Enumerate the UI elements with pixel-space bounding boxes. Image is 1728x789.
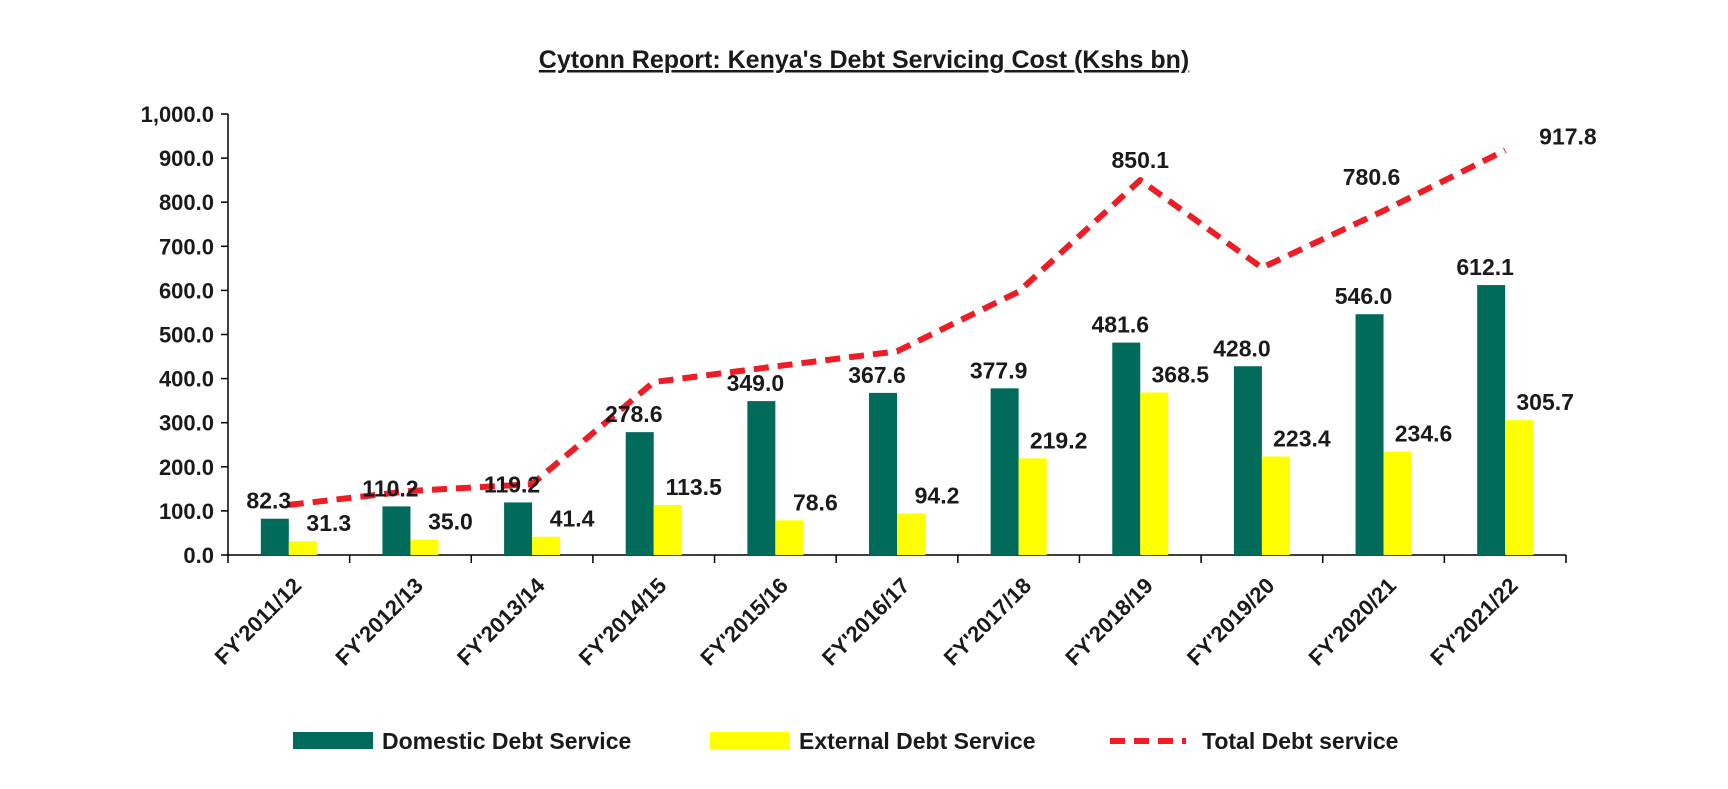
external-bar [410, 539, 439, 555]
external-value-label: 78.6 [793, 489, 838, 515]
legend-label-domestic: Domestic Debt Service [382, 728, 631, 754]
external-value-label: 305.7 [1516, 389, 1574, 415]
chart-title: Cytonn Report: Kenya's Debt Servicing Co… [539, 46, 1189, 74]
domestic-bar [504, 502, 533, 555]
external-value-label: 94.2 [915, 482, 960, 508]
data-labels: 82.3 31.3 110.2 35.0 119.2 41.4 278.6 113.5 349.… [246, 123, 1597, 536]
domestic-value-label: 367.6 [848, 362, 906, 388]
domestic-value-label: 349.0 [727, 370, 785, 396]
domestic-bar [382, 506, 411, 555]
total-debt-line [288, 147, 1507, 508]
bars [260, 285, 1534, 555]
total-value-label: 850.1 [1111, 147, 1169, 173]
external-bar [532, 536, 561, 555]
total-line [288, 147, 1507, 508]
external-value-label: 219.2 [1030, 427, 1088, 453]
legend: Domestic Debt Service External Debt Servi… [293, 728, 1398, 754]
x-tick-label: FY'2014/15 [574, 573, 671, 670]
external-value-label: 31.3 [306, 510, 351, 536]
domestic-bar [1233, 366, 1262, 555]
domestic-value-label: 82.3 [246, 488, 291, 514]
external-bar [1140, 392, 1169, 555]
external-value-label: 35.0 [428, 509, 473, 535]
legend-swatch-external [710, 732, 790, 749]
x-tick-label: FY'2012/13 [330, 573, 427, 670]
total-value-label: 917.8 [1539, 123, 1597, 149]
domestic-bar [1477, 285, 1506, 555]
external-bar [1261, 456, 1290, 555]
y-tick-label: 900.0 [159, 146, 214, 171]
x-tick-label: FY'2018/19 [1060, 573, 1157, 670]
x-tick-label: FY'2011/12 [210, 573, 307, 670]
y-tick-label: 100.0 [159, 499, 214, 524]
domestic-bar [260, 518, 289, 555]
domestic-value-label: 110.2 [362, 475, 418, 501]
domestic-bar [990, 388, 1019, 555]
x-tick-label: FY'2015/16 [695, 573, 792, 670]
domestic-value-label: 481.6 [1091, 312, 1149, 338]
legend-swatch-domestic [293, 732, 373, 749]
legend-label-external: External Debt Service [799, 728, 1036, 754]
y-tick-label: 500.0 [159, 323, 214, 348]
x-tick-label: FY'2020/21 [1304, 573, 1401, 670]
y-tick-label: 0.0 [183, 543, 214, 568]
domestic-value-label: 377.9 [970, 357, 1028, 383]
y-tick-label: 200.0 [159, 455, 214, 480]
domestic-value-label: 278.6 [605, 401, 663, 427]
x-tick-label: FY'2019/20 [1182, 573, 1279, 670]
external-value-label: 41.4 [550, 506, 595, 532]
domestic-value-label: 612.1 [1456, 254, 1514, 280]
y-tick-label: 600.0 [159, 278, 214, 303]
y-tick-label: 1,000.0 [141, 102, 214, 127]
external-bar [1018, 458, 1047, 555]
y-tick-label: 700.0 [159, 234, 214, 259]
x-tick-label: FY'2013/14 [452, 572, 550, 670]
external-value-label: 113.5 [666, 474, 722, 500]
external-bar [775, 520, 804, 555]
domestic-bar [1355, 314, 1384, 555]
external-bar [1505, 420, 1534, 555]
external-value-label: 368.5 [1151, 361, 1209, 387]
domestic-bar [869, 392, 897, 555]
domestic-bar [625, 432, 654, 555]
y-tick-label: 300.0 [159, 411, 214, 436]
external-bar [653, 504, 682, 555]
x-tick-label: FY'2017/18 [939, 573, 1036, 670]
y-tick-label: 400.0 [159, 367, 214, 392]
domestic-value-label: 428.0 [1213, 335, 1271, 361]
external-bar [1383, 451, 1412, 555]
domestic-value-label: 119.2 [484, 471, 540, 497]
x-tick-label: FY'2016/17 [817, 573, 914, 670]
total-value-label: 780.6 [1343, 164, 1401, 190]
domestic-bar [1112, 342, 1141, 555]
domestic-bar [747, 401, 776, 555]
y-tick-label: 800.0 [159, 190, 214, 215]
x-tick-label: FY'2021/22 [1425, 573, 1522, 670]
external-value-label: 223.4 [1273, 425, 1331, 451]
domestic-value-label: 546.0 [1335, 283, 1393, 309]
external-value-label: 234.6 [1395, 421, 1453, 447]
legend-label-total: Total Debt service [1202, 728, 1398, 754]
external-bar [897, 513, 925, 555]
external-bar [288, 541, 317, 555]
